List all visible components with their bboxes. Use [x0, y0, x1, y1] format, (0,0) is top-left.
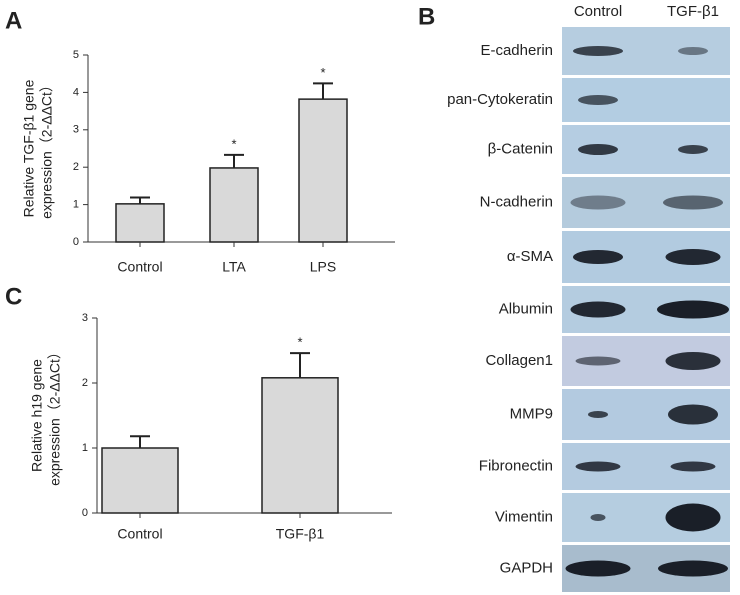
- annotation: *: [320, 65, 325, 80]
- row-label: E-cadherin: [480, 42, 553, 59]
- row-label: MMP9: [510, 405, 553, 422]
- band: [578, 95, 618, 105]
- y-tick-label: 2: [73, 161, 79, 173]
- column-header: TGF-β1: [667, 3, 719, 20]
- band: [588, 411, 608, 418]
- x-tick-label: TGF-β1: [276, 526, 325, 542]
- x-tick-label: Control: [117, 526, 162, 542]
- y-tick-label: 1: [82, 442, 88, 454]
- row-label: GAPDH: [500, 559, 553, 576]
- band: [573, 46, 623, 56]
- annotation: *: [231, 136, 236, 151]
- y-tick-label: 0: [82, 507, 88, 519]
- band: [658, 560, 728, 577]
- row-label: N-cadherin: [480, 193, 553, 210]
- band: [670, 461, 716, 472]
- y-tick-label: 2: [82, 377, 88, 389]
- y-axis-label: Relative h19 gene: [29, 359, 45, 472]
- y-axis-label: Relative TGF-β1 gene: [21, 79, 37, 217]
- band: [663, 195, 723, 210]
- row-label: pan-Cytokeratin: [447, 91, 553, 108]
- bar: [298, 98, 348, 243]
- y-tick-label: 3: [82, 312, 88, 324]
- band: [565, 560, 631, 577]
- row-label: Collagen1: [485, 352, 553, 369]
- band: [665, 352, 721, 370]
- row-label: Fibronectin: [479, 457, 553, 474]
- y-tick-label: 4: [73, 86, 79, 98]
- bar: [101, 447, 179, 514]
- band: [665, 249, 721, 265]
- x-tick-label: LPS: [310, 259, 336, 275]
- bar: [115, 203, 165, 243]
- row-label: β-Catenin: [488, 140, 553, 157]
- y-axis-label: expression（2-ΔΔCt）: [39, 78, 55, 219]
- row-label: Vimentin: [495, 508, 553, 525]
- band: [570, 195, 626, 210]
- row-label: Albumin: [499, 300, 553, 317]
- panel-letter: C: [5, 283, 22, 310]
- band: [578, 144, 618, 155]
- band: [575, 461, 621, 472]
- band: [668, 404, 718, 425]
- x-tick-label: LTA: [222, 259, 246, 275]
- bar: [209, 167, 259, 243]
- column-header: Control: [574, 3, 622, 20]
- row-label: α-SMA: [507, 248, 553, 265]
- x-tick-label: Control: [117, 259, 162, 275]
- y-tick-label: 5: [73, 49, 79, 61]
- y-tick-label: 1: [73, 199, 79, 211]
- band: [678, 47, 708, 55]
- bar: [261, 377, 339, 514]
- y-tick-label: 0: [73, 236, 79, 248]
- band: [657, 300, 729, 319]
- panel-letter: A: [5, 7, 22, 34]
- band: [665, 503, 721, 532]
- panel-letter: B: [418, 3, 435, 30]
- band: [590, 514, 606, 521]
- band: [570, 301, 626, 318]
- band: [575, 356, 621, 366]
- band: [678, 145, 708, 154]
- y-tick-label: 3: [73, 124, 79, 136]
- annotation: *: [297, 335, 302, 350]
- band: [573, 250, 623, 264]
- y-axis-label: expression（2-ΔΔCt）: [47, 345, 63, 486]
